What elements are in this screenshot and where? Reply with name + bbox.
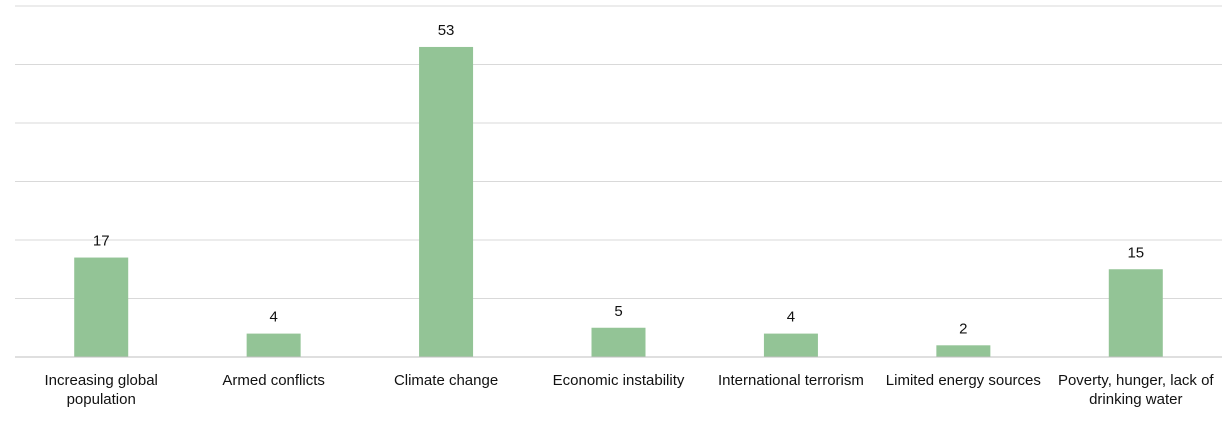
category-label: Climate change [393, 372, 499, 389]
gridlines [15, 5, 1222, 299]
bar [1108, 269, 1163, 357]
data-label: 2 [959, 320, 967, 337]
bar [74, 257, 129, 357]
data-label: 4 [269, 309, 277, 326]
category-label: Limited energy sources [885, 372, 1041, 389]
bar [246, 333, 301, 357]
bar [936, 345, 991, 357]
data-label: 5 [614, 303, 622, 320]
bar [763, 333, 818, 357]
category-label: Economic instability [552, 372, 685, 389]
data-label: 4 [787, 309, 795, 326]
category-label: Increasing global population [44, 372, 158, 408]
bars [74, 46, 1163, 357]
data-label: 53 [438, 22, 455, 39]
data-label: 17 [93, 233, 110, 250]
category-label: Armed conflicts [222, 372, 325, 389]
bar [419, 46, 474, 357]
category-label: Poverty, hunger, lack of drinking water [1057, 372, 1214, 408]
bar [591, 327, 646, 357]
category-label: International terrorism [717, 372, 864, 389]
data-labels: 17 4 53 5 4 2 15 [93, 22, 1144, 337]
data-label: 15 [1127, 244, 1144, 261]
